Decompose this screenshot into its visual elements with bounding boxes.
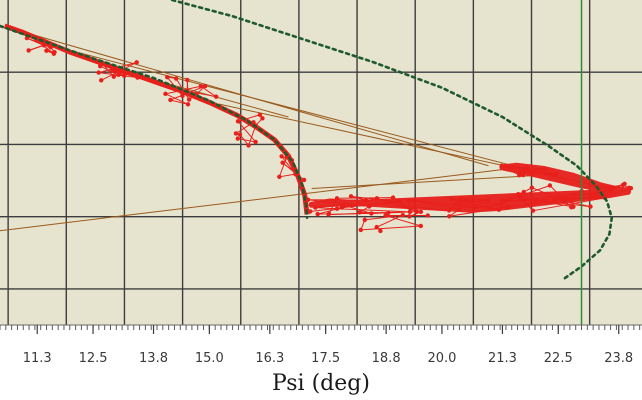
measured-point	[608, 188, 613, 194]
measured-point	[499, 163, 504, 169]
measured-segment	[451, 198, 500, 211]
measured-point	[47, 43, 52, 48]
measured-point	[97, 63, 103, 69]
x-tick-label: 16.3	[255, 351, 284, 366]
measured-point	[378, 228, 383, 234]
measured-segment	[165, 85, 201, 95]
measured-segment	[413, 199, 460, 211]
measured-segment	[403, 205, 450, 211]
measured-point	[339, 205, 345, 210]
measured-segment	[279, 173, 296, 178]
measured-segment	[170, 99, 189, 105]
measured-segment	[315, 204, 344, 209]
measured-segment	[520, 168, 546, 173]
x-tick-label: 23.8	[604, 351, 633, 366]
measured-segment	[591, 183, 625, 196]
x-tick-label: 18.8	[372, 351, 401, 366]
measured-segment	[165, 93, 189, 105]
measured-segment	[610, 183, 625, 192]
measured-segment	[341, 201, 401, 208]
gridlines	[0, 0, 642, 325]
measured-segment	[239, 134, 249, 146]
measured-segment	[507, 195, 598, 208]
measured-segment	[99, 65, 119, 76]
x-tick-label: 20.0	[427, 351, 456, 366]
measured-segment	[364, 214, 403, 221]
measured-segment	[248, 125, 257, 146]
limit-curves	[0, 0, 614, 325]
connector-line	[0, 168, 508, 232]
x-axis: 11.3 12.5 13.8 15.0 16.3 17.5 18.8 20.0 21.3 22.5…	[0, 324, 642, 366]
measured-point	[510, 165, 515, 170]
measured-segment	[175, 78, 190, 100]
measured-segment	[448, 201, 472, 217]
measured-segment	[200, 85, 217, 98]
measured-point	[235, 119, 241, 124]
measured-segment	[282, 162, 305, 181]
measured-segment	[536, 195, 598, 201]
measured-point	[185, 102, 191, 107]
x-tick-label: 13.8	[139, 351, 168, 366]
measured-segment	[337, 208, 411, 213]
measured-segment	[460, 197, 489, 201]
measured-segment	[237, 114, 261, 122]
measured-point	[447, 214, 452, 219]
measured-segment	[308, 199, 370, 207]
x-tick-label: 15.0	[195, 351, 224, 366]
measured-segment	[98, 61, 137, 74]
measured-segment	[350, 195, 401, 203]
measured-point	[277, 174, 282, 180]
measured-segment	[455, 203, 500, 211]
measured-point	[301, 177, 307, 183]
measured-point	[357, 210, 362, 215]
measured-point	[503, 163, 509, 169]
measured-segment	[360, 225, 421, 231]
measured-point	[315, 211, 320, 217]
measured-segment	[408, 200, 410, 217]
outer-limit-curve	[170, 0, 614, 281]
measured-segment	[512, 166, 546, 170]
plot-area	[0, 0, 642, 325]
measured-segment	[503, 185, 551, 203]
x-tick-label: 21.3	[488, 351, 517, 366]
measured-segment	[101, 61, 137, 81]
x-tick-label: 17.5	[311, 351, 340, 366]
measured-segment	[237, 138, 256, 143]
measured-segment	[449, 206, 509, 217]
measured-segment	[315, 207, 338, 210]
measured-segment	[601, 187, 632, 198]
x-tick-label: 22.5	[544, 351, 573, 366]
measured-point	[453, 201, 458, 207]
measured-segment	[519, 197, 534, 212]
measured-segment	[527, 167, 557, 175]
measured-segment	[376, 214, 404, 228]
measured-point	[362, 217, 367, 223]
connector-line	[311, 175, 536, 189]
measured-point	[122, 73, 127, 78]
measured-segment	[100, 61, 125, 77]
measured-point	[308, 209, 313, 214]
measured-segment	[501, 193, 519, 202]
measured-point	[505, 204, 510, 210]
inner-limit-curve	[0, 24, 309, 220]
measured-segment	[187, 90, 217, 98]
connector-line	[51, 45, 564, 180]
measured-point	[251, 120, 256, 125]
measured-segment	[237, 121, 256, 143]
measured-point	[383, 213, 388, 218]
measured-segment	[385, 215, 421, 227]
measured-segment	[403, 205, 422, 213]
measured-point	[116, 72, 121, 78]
measured-point	[279, 154, 284, 159]
x-tick-label: 12.5	[79, 351, 108, 366]
x-axis-title: Psi (deg)	[272, 371, 370, 396]
measured-point	[348, 194, 354, 199]
measured-point	[458, 196, 464, 201]
measured-segment	[592, 184, 631, 189]
x-tick-label: 11.3	[23, 351, 52, 366]
measured-segment	[28, 44, 45, 51]
measured-segment	[532, 171, 554, 176]
